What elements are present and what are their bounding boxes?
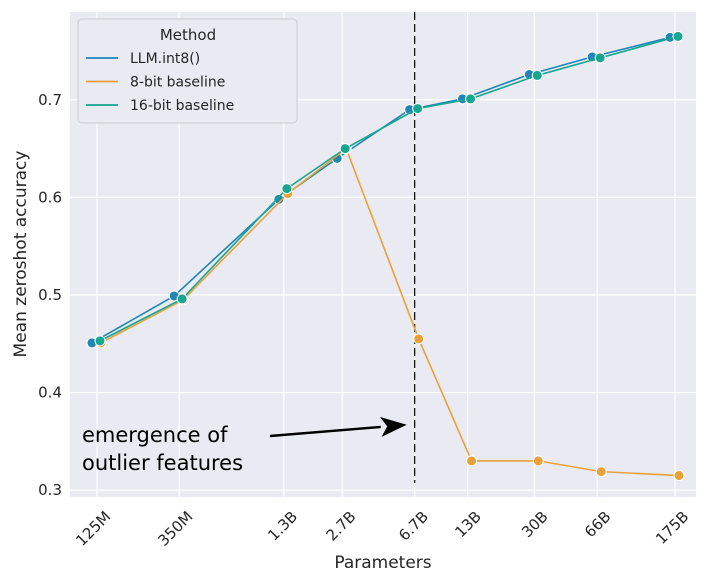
x-tick-label: 2.7B (323, 508, 360, 545)
x-tick-label: 30B (518, 508, 552, 542)
annotation-line-2: outlier features (82, 451, 243, 475)
data-point (531, 69, 543, 81)
y-tick-label: 0.4 (38, 384, 62, 402)
data-point (466, 455, 478, 467)
data-point (672, 30, 684, 42)
legend-label: 8-bit baseline (130, 75, 225, 91)
legend-label: LLM.int8() (130, 51, 200, 67)
x-axis-label: Parameters (334, 553, 431, 573)
y-tick-labels: 0.3 0.4 0.5 0.6 0.7 (38, 91, 62, 499)
data-point (339, 143, 351, 155)
data-point (595, 466, 607, 478)
x-tick-label: 125M (72, 508, 114, 550)
data-point (176, 293, 188, 305)
annotation: emergence of outlier features (82, 416, 407, 475)
legend-title: Method (160, 26, 216, 44)
x-tick-label: 350M (154, 508, 196, 550)
y-tick-label: 0.6 (38, 188, 62, 206)
data-point (594, 52, 606, 64)
annotation-text: emergence of outlier features (82, 423, 243, 475)
legend-items: LLM.int8() 8-bit baseline 16-bit baseline (86, 51, 234, 114)
x-tick-label: 13B (451, 508, 485, 542)
y-tick-label: 0.5 (38, 286, 62, 304)
x-tick-label: 1.3B (264, 508, 301, 545)
x-tick-label: 175B (652, 508, 692, 548)
annotation-line-1: emergence of (82, 423, 228, 447)
legend: Method LLM.int8() 8-bit baseline 16-bit ba… (77, 18, 298, 124)
y-tick-label: 0.7 (38, 91, 62, 109)
annotation-arrow (269, 416, 407, 438)
y-tick-label: 0.3 (38, 481, 62, 499)
data-point (413, 333, 425, 345)
arrow-head (379, 416, 407, 437)
y-axis-label: Mean zeroshot accuracy (11, 151, 31, 358)
arrow-shaft (269, 425, 381, 438)
series-layer (86, 30, 685, 482)
data-point (673, 470, 685, 482)
data-point (281, 183, 293, 195)
data-point (273, 193, 285, 205)
x-tick-labels: 125M 350M 1.3B 2.7B 6.7B 13B 30B 66B 175B (72, 508, 692, 550)
data-point (412, 103, 424, 115)
data-point (465, 93, 477, 105)
legend-box (77, 18, 298, 124)
series-2 (94, 30, 684, 347)
x-tick-label: 66B (581, 508, 615, 542)
x-tick-label: 6.7B (395, 508, 432, 545)
legend-label: 16-bit baseline (130, 98, 234, 114)
data-point (532, 455, 544, 467)
data-point (94, 335, 106, 347)
